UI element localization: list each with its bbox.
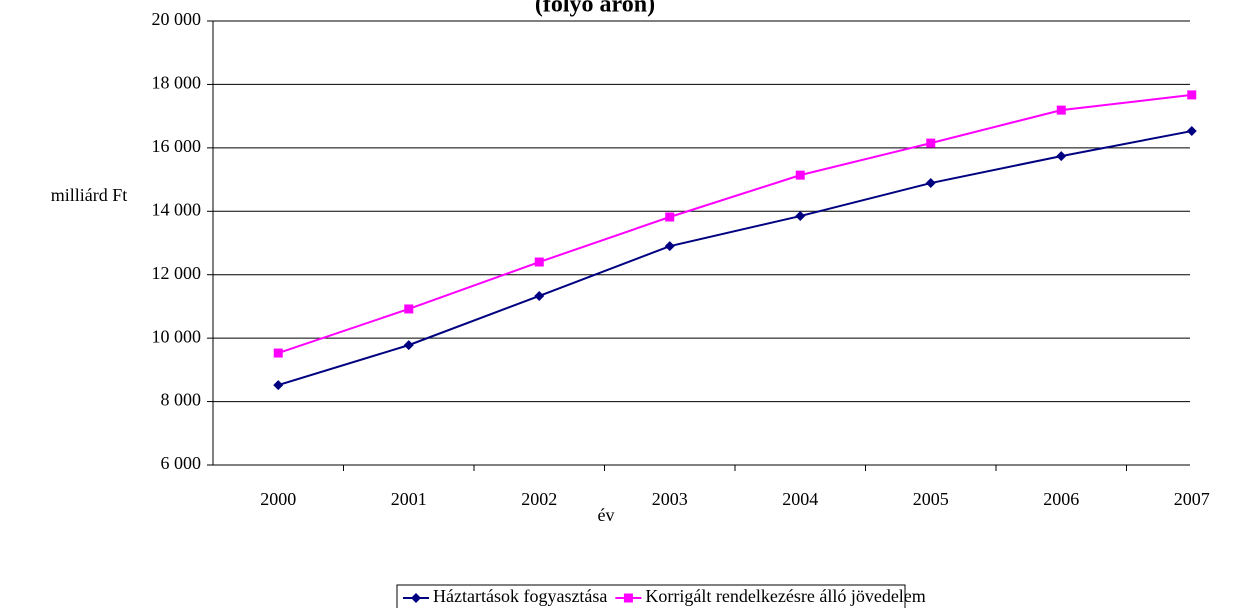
legend-marker	[623, 593, 633, 603]
series-line	[277, 130, 1192, 387]
y-tick-label: 6 000	[161, 453, 202, 473]
data-point	[664, 241, 675, 252]
data-point	[795, 170, 805, 180]
chart-title: (folyó áron)	[535, 0, 655, 18]
x-tick-label: 2006	[1043, 489, 1079, 509]
data-point	[404, 304, 414, 314]
y-tick-label: 16 000	[152, 136, 202, 156]
legend-label: Háztartások fogyasztása	[433, 586, 607, 606]
y-axis-label: milliárd Ft	[51, 185, 128, 205]
y-tick-label: 12 000	[152, 263, 202, 283]
data-point	[665, 212, 675, 222]
legend-label: Korrigált rendelkezésre álló jövedelem	[645, 586, 925, 606]
data-point	[273, 348, 283, 358]
y-tick-label: 8 000	[161, 390, 202, 410]
x-tick-label: 2002	[521, 489, 557, 509]
x-tick-label: 2004	[782, 489, 818, 509]
x-tick-label: 2001	[391, 489, 427, 509]
data-point	[1056, 151, 1067, 162]
legend-box	[396, 584, 906, 608]
y-tick-label: 10 000	[152, 326, 202, 346]
y-tick-label: 14 000	[152, 199, 202, 219]
x-tick-label: 2007	[1174, 489, 1210, 509]
x-tick-label: 2000	[260, 489, 296, 509]
y-tick-label: 18 000	[152, 73, 202, 93]
data-point	[1187, 90, 1197, 100]
y-tick-label: 20 000	[152, 9, 202, 29]
x-tick-label: 2005	[913, 489, 949, 509]
x-axis-label: év	[598, 505, 615, 525]
data-point	[534, 290, 545, 301]
data-point	[1186, 126, 1197, 137]
data-point	[925, 178, 936, 189]
data-point	[926, 138, 936, 148]
x-tick-label: 2003	[652, 489, 688, 509]
data-point	[795, 211, 806, 222]
data-point	[403, 340, 414, 351]
series-line	[277, 93, 1192, 354]
legend-marker	[411, 593, 421, 603]
data-point	[534, 257, 544, 267]
data-point	[273, 380, 284, 391]
data-point	[1056, 105, 1066, 115]
